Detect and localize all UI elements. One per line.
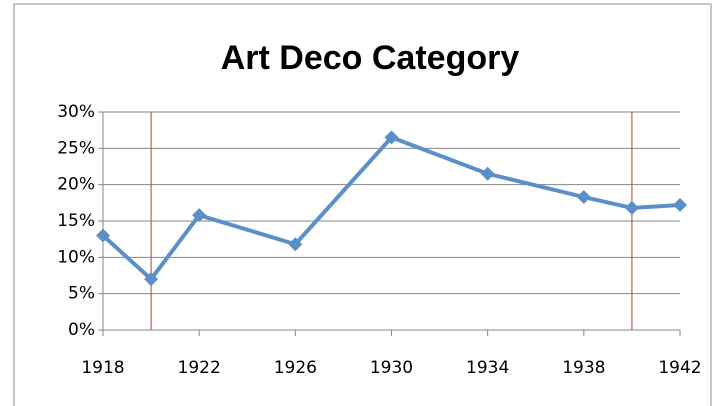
x-tick-label: 1938 [562,358,605,378]
data-point [624,200,639,215]
x-tick-label: 1926 [274,358,317,378]
data-point [144,272,159,287]
y-tick-label: 0% [68,320,95,340]
x-tick-label: 1942 [658,358,701,378]
x-tick-label: 1918 [81,358,124,378]
data-point [288,237,303,252]
data-point [673,198,687,213]
chart-title: Art Deco Category [221,39,520,77]
y-tick-label: 25% [57,138,95,158]
y-tick-label: 30% [57,102,95,122]
data-point [96,228,110,243]
y-tick-label: 10% [57,247,95,267]
y-tick-label: 20% [57,175,95,195]
data-point [192,208,207,223]
chart-border [13,3,712,406]
x-tick-label: 1934 [466,358,509,378]
data-point [480,166,495,181]
y-tick-label: 5% [68,284,95,304]
x-tick-label: 1922 [178,358,221,378]
data-point [576,190,591,205]
y-tick-label: 15% [57,211,95,231]
data-point [384,130,399,145]
x-tick-label: 1930 [370,358,413,378]
